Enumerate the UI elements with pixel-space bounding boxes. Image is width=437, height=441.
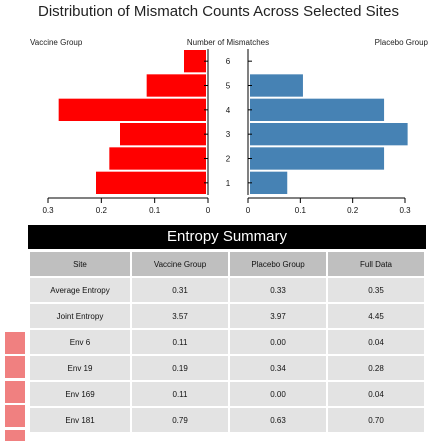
table-row: Joint Entropy 3.57 3.97 4.45 [30, 304, 424, 328]
category-tick-label: 1 [226, 179, 231, 188]
site-color-swatch[interactable] [5, 356, 25, 378]
vaccine-bar [109, 147, 206, 170]
table-row[interactable]: Env 6 0.11 0.00 0.04 [30, 330, 424, 354]
category-tick-label: 6 [226, 57, 231, 66]
row-vaccine: 3.57 [132, 304, 228, 328]
row-full: 0.04 [328, 382, 424, 406]
row-placebo: 0.33 [230, 278, 326, 302]
vaccine-bar [58, 98, 206, 121]
left-axis-tick-label: 0.1 [149, 206, 161, 215]
row-site: Env 19 [30, 356, 130, 380]
row-site: Average Entropy [30, 278, 130, 302]
row-full: 0.70 [328, 408, 424, 432]
left-group-label: Vaccine Group [30, 38, 83, 47]
site-color-swatch[interactable] [5, 381, 25, 403]
category-tick-label: 2 [226, 155, 231, 164]
row-vaccine: 0.19 [132, 356, 228, 380]
row-full: 0.35 [328, 278, 424, 302]
chart-title: Distribution of Mismatch Counts Across S… [38, 3, 399, 20]
left-axis-tick-label: 0 [206, 206, 211, 215]
row-vaccine: 0.11 [132, 382, 228, 406]
row-site: Env 6 [30, 330, 130, 354]
vaccine-bar [120, 123, 206, 146]
row-full: 4.45 [328, 304, 424, 328]
row-vaccine: 0.79 [132, 408, 228, 432]
row-site: Joint Entropy [30, 304, 130, 328]
vaccine-bar [146, 74, 206, 97]
placebo-bar [250, 171, 288, 194]
row-placebo: 0.34 [230, 356, 326, 380]
row-vaccine: 0.31 [132, 278, 228, 302]
header-site: Site [30, 252, 130, 276]
row-vaccine: 0.11 [132, 330, 228, 354]
vaccine-bar [184, 50, 206, 73]
left-axis-tick-label: 0.3 [42, 206, 54, 215]
header-placebo-group: Placebo Group [230, 252, 326, 276]
category-tick-label: 4 [226, 106, 231, 115]
category-tick-label: 3 [226, 130, 231, 139]
entropy-summary-table: Site Vaccine Group Placebo Group Full Da… [28, 250, 426, 434]
table-row[interactable]: Env 181 0.79 0.63 0.70 [30, 408, 424, 432]
site-color-swatch[interactable] [5, 405, 25, 427]
table-header-row: Site Vaccine Group Placebo Group Full Da… [30, 252, 424, 276]
row-placebo: 3.97 [230, 304, 326, 328]
row-site: Env 169 [30, 382, 130, 406]
mismatch-chart: Number of Mismatches 1 2 3 4 5 6 0.3 0.2 0.1 0 0 0.1… [42, 38, 411, 215]
right-axis-tick-label: 0.3 [399, 206, 411, 215]
table-row[interactable]: Env 169 0.11 0.00 0.04 [30, 382, 424, 406]
placebo-bar [250, 98, 385, 121]
vaccine-bar [96, 171, 206, 194]
header-vaccine-group: Vaccine Group [132, 252, 228, 276]
entropy-summary-banner: Entropy Summary [28, 225, 426, 249]
header-full-data: Full Data [328, 252, 424, 276]
category-axis-title: Number of Mismatches [187, 38, 269, 47]
left-axis-tick-label: 0.2 [96, 206, 108, 215]
placebo-bar [250, 147, 385, 170]
right-axis-tick-label: 0 [246, 206, 251, 215]
row-placebo: 0.00 [230, 330, 326, 354]
placebo-bar [250, 74, 303, 97]
table-row: Average Entropy 0.31 0.33 0.35 [30, 278, 424, 302]
right-axis-tick-label: 0.1 [295, 206, 307, 215]
right-axis-tick-label: 0.2 [347, 206, 359, 215]
row-placebo: 0.00 [230, 382, 326, 406]
site-color-swatch[interactable] [5, 430, 25, 441]
category-tick-label: 5 [226, 82, 231, 91]
site-color-swatch[interactable] [5, 332, 25, 354]
right-group-label: Placebo Group [374, 38, 428, 47]
row-full: 0.04 [328, 330, 424, 354]
placebo-bar [250, 123, 408, 146]
row-full: 0.28 [328, 356, 424, 380]
table-row[interactable]: Env 19 0.19 0.34 0.28 [30, 356, 424, 380]
row-site: Env 181 [30, 408, 130, 432]
row-placebo: 0.63 [230, 408, 326, 432]
